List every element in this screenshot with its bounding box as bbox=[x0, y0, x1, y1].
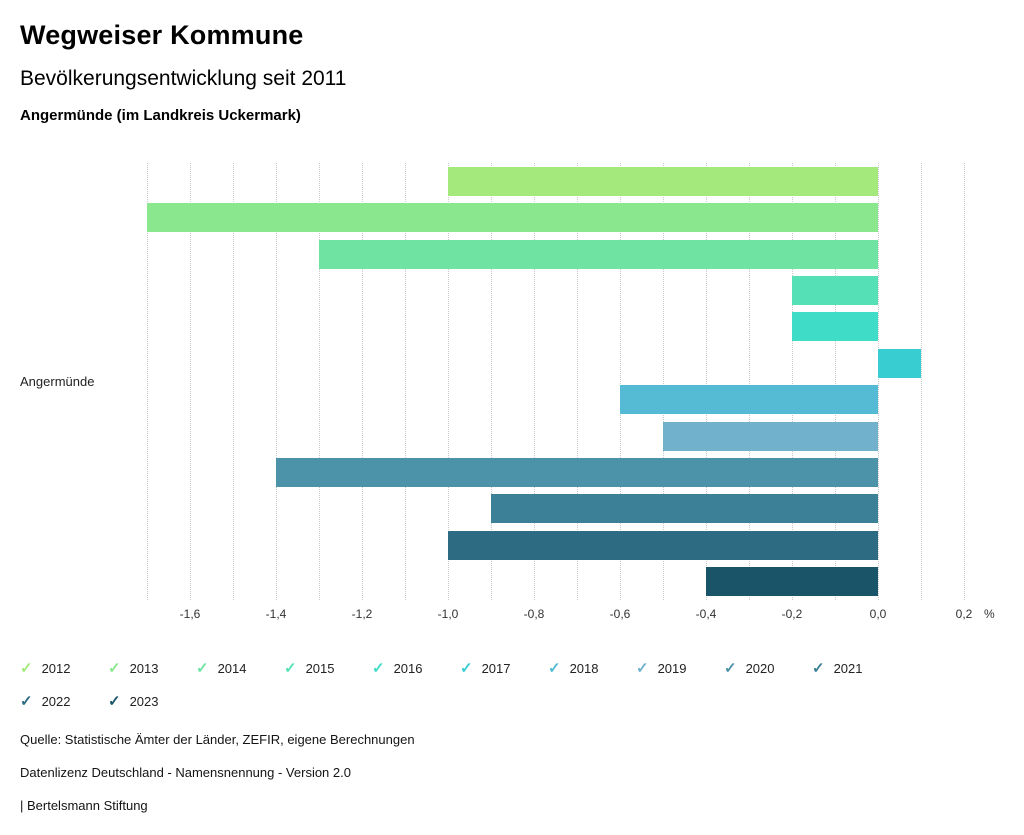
x-tick-label: -1,6 bbox=[179, 607, 201, 621]
x-tick-label: -1,2 bbox=[351, 607, 373, 621]
x-axis-unit-label: % bbox=[984, 607, 995, 621]
gridline bbox=[190, 163, 191, 600]
gridline bbox=[319, 163, 320, 600]
legend-check-icon: ✓ bbox=[372, 659, 385, 677]
legend-item-2018[interactable]: ✓ 2018 bbox=[548, 658, 636, 678]
legend-item-label: 2013 bbox=[129, 660, 159, 676]
legend-check-icon: ✓ bbox=[724, 659, 737, 677]
gridline bbox=[534, 163, 535, 600]
x-tick-label: -0,4 bbox=[695, 607, 717, 621]
x-axis: -1,6 -1,4 -1,2 -1,0 -0,8 -0,6 -0,4 -0,2 0,0 0,2 bbox=[147, 607, 973, 623]
bar-2014 bbox=[319, 239, 878, 269]
legend-check-icon: ✓ bbox=[20, 692, 33, 710]
x-tick-label: 0,0 bbox=[869, 607, 887, 621]
legend-item-2019[interactable]: ✓ 2019 bbox=[636, 658, 724, 678]
bar-2019 bbox=[663, 421, 878, 451]
legend-item-label: 2020 bbox=[745, 660, 775, 676]
legend-item-label: 2017 bbox=[481, 660, 511, 676]
y-axis-category-label: Angermünde bbox=[20, 374, 95, 389]
legend-check-icon: ✓ bbox=[548, 659, 561, 677]
legend-item-label: 2014 bbox=[217, 660, 247, 676]
legend-item-label: 2018 bbox=[569, 660, 599, 676]
gridline bbox=[921, 163, 922, 600]
gridline bbox=[663, 163, 664, 600]
legend-check-icon: ✓ bbox=[20, 659, 33, 677]
gridline bbox=[620, 163, 621, 600]
gridline bbox=[706, 163, 707, 600]
gridline bbox=[147, 163, 148, 600]
x-tick-label: -1,0 bbox=[437, 607, 459, 621]
gridline bbox=[749, 163, 750, 600]
bar-2018 bbox=[620, 385, 878, 415]
gridline bbox=[964, 163, 965, 600]
gridline bbox=[276, 163, 277, 600]
x-tick-label: -0,2 bbox=[781, 607, 803, 621]
gridline bbox=[362, 163, 363, 600]
legend-item-2013[interactable]: ✓ 2013 bbox=[108, 658, 196, 678]
source-text: Quelle: Statistische Ämter der Länder, Z… bbox=[20, 732, 415, 747]
legend-item-label: 2012 bbox=[41, 660, 71, 676]
legend-check-icon: ✓ bbox=[108, 659, 121, 677]
gridline bbox=[405, 163, 406, 600]
legend-check-icon: ✓ bbox=[108, 692, 121, 710]
license-text: Datenlizenz Deutschland - Namensnennung … bbox=[20, 765, 351, 780]
bar-2016 bbox=[791, 312, 878, 342]
x-tick-label: 0,2 bbox=[955, 607, 973, 621]
legend-item-label: 2015 bbox=[305, 660, 335, 676]
legend-item-label: 2022 bbox=[41, 693, 71, 709]
bar-2013 bbox=[147, 203, 878, 233]
plot-area bbox=[147, 163, 965, 600]
legend-item-label: 2019 bbox=[657, 660, 687, 676]
legend-item-label: 2016 bbox=[393, 660, 423, 676]
gridline bbox=[448, 163, 449, 600]
legend-item-2021[interactable]: ✓ 2021 bbox=[812, 658, 900, 678]
bar-2015 bbox=[791, 275, 878, 305]
legend-check-icon: ✓ bbox=[196, 659, 209, 677]
attribution-text: | Bertelsmann Stiftung bbox=[20, 798, 148, 813]
gridline bbox=[878, 163, 879, 600]
app-title: Wegweiser Kommune bbox=[20, 20, 304, 50]
legend-check-icon: ✓ bbox=[636, 659, 649, 677]
bar-2012 bbox=[448, 166, 878, 196]
bar-2021 bbox=[491, 494, 878, 524]
bar-2022 bbox=[448, 530, 878, 560]
chart-subtitle-location: Angermünde (im Landkreis Uckermark) bbox=[20, 107, 301, 124]
gridline bbox=[491, 163, 492, 600]
legend-item-2012[interactable]: ✓ 2012 bbox=[20, 658, 108, 678]
chart-footer: Quelle: Statistische Ämter der Länder, Z… bbox=[20, 732, 415, 831]
bar-2017 bbox=[878, 348, 921, 378]
legend-check-icon: ✓ bbox=[460, 659, 473, 677]
bar-2020 bbox=[276, 458, 878, 488]
chart-title: Bevölkerungsentwicklung seit 2011 bbox=[20, 67, 347, 90]
legend-item-2020[interactable]: ✓ 2020 bbox=[724, 658, 812, 678]
chart-header: Wegweiser Kommune Bevölkerungsentwicklun… bbox=[20, 20, 346, 124]
legend-item-2014[interactable]: ✓ 2014 bbox=[196, 658, 284, 678]
x-tick-label: -0,6 bbox=[609, 607, 631, 621]
legend-check-icon: ✓ bbox=[812, 659, 825, 677]
gridline bbox=[233, 163, 234, 600]
legend-item-2022[interactable]: ✓ 2022 bbox=[20, 691, 108, 711]
legend-item-2016[interactable]: ✓ 2016 bbox=[372, 658, 460, 678]
legend-item-2023[interactable]: ✓ 2023 bbox=[108, 691, 196, 711]
bar-2023 bbox=[706, 567, 878, 597]
legend-item-2015[interactable]: ✓ 2015 bbox=[284, 658, 372, 678]
x-tick-label: -0,8 bbox=[523, 607, 545, 621]
legend-check-icon: ✓ bbox=[284, 659, 297, 677]
legend-item-2017[interactable]: ✓ 2017 bbox=[460, 658, 548, 678]
legend-item-label: 2021 bbox=[833, 660, 863, 676]
gridline bbox=[577, 163, 578, 600]
x-tick-label: -1,4 bbox=[265, 607, 287, 621]
chart-legend: ✓ 2012 ✓ 2013 ✓ 2014 ✓ 2015 ✓ 2016 ✓ 2017 ✓ 2018 ✓ 2019… bbox=[20, 658, 960, 711]
legend-item-label: 2023 bbox=[129, 693, 159, 709]
gridline bbox=[835, 163, 836, 600]
gridline bbox=[791, 163, 793, 600]
